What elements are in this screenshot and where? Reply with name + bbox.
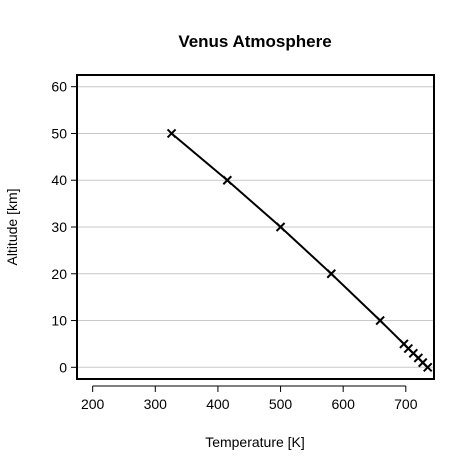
x-tick-label: 500 — [269, 396, 293, 412]
y-axis-label: Altitude [km] — [4, 188, 20, 265]
data-point-marker — [326, 269, 336, 279]
data-point-marker — [222, 175, 233, 185]
y-tick-label: 60 — [51, 79, 67, 95]
data-point-marker — [399, 339, 409, 349]
x-axis: 200 300 400 500 600 700 — [81, 385, 418, 412]
data-point-marker — [166, 128, 177, 139]
x-tick-label: 600 — [332, 396, 356, 412]
y-tick-label: 10 — [51, 313, 67, 329]
x-axis-label: Temperature [K] — [205, 434, 305, 450]
y-tick-label: 30 — [51, 219, 67, 235]
x-tick-label: 700 — [394, 396, 418, 412]
x-tick-label: 400 — [206, 396, 230, 412]
y-tick-label: 0 — [59, 359, 67, 375]
data-point-marker — [375, 315, 385, 326]
gridlines — [77, 86, 434, 368]
y-tick-label: 40 — [51, 172, 67, 188]
series-group — [166, 128, 433, 373]
data-point-marker — [275, 222, 286, 232]
y-axis: 0 10 20 30 40 50 60 — [51, 79, 77, 375]
y-tick-label: 50 — [51, 125, 67, 141]
y-tick-label: 20 — [51, 266, 67, 282]
series-line — [170, 132, 429, 369]
x-tick-label: 300 — [144, 396, 168, 412]
x-tick-label: 200 — [81, 396, 105, 412]
chart-title: Venus Atmosphere — [178, 32, 331, 51]
